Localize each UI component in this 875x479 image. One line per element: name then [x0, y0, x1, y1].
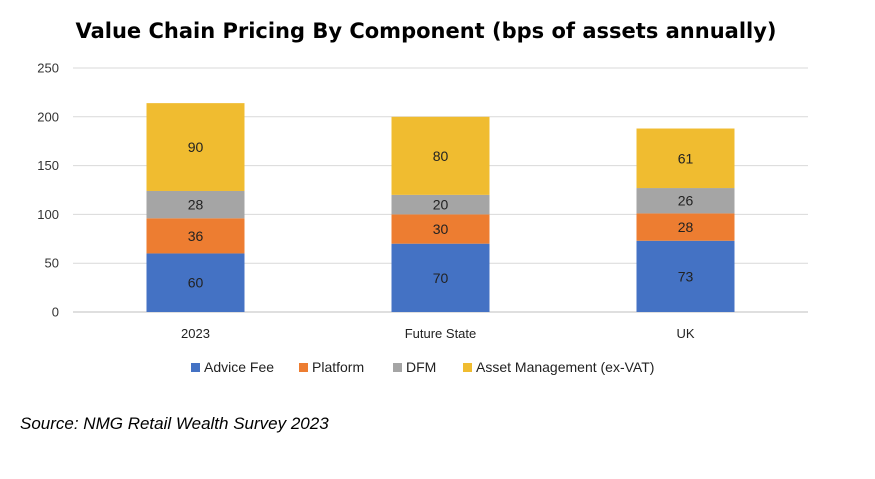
- data-label: 28: [188, 197, 204, 213]
- bar-segment: [391, 194, 490, 215]
- data-label: 80: [433, 148, 449, 164]
- y-tick-label: 200: [37, 109, 59, 124]
- bar-segment: [146, 103, 245, 191]
- y-tick-label: 250: [37, 61, 59, 76]
- data-label: 28: [678, 219, 694, 235]
- legend-label: DFM: [406, 359, 436, 375]
- legend: Advice Fee Platform DFM Asset Management (e…: [191, 359, 654, 375]
- y-tick-label: 150: [37, 158, 59, 173]
- data-label: 90: [188, 139, 204, 155]
- legend-label: Platform: [312, 359, 364, 375]
- legend-swatch: [463, 363, 472, 372]
- y-tick-label: 100: [37, 207, 59, 222]
- legend-swatch: [393, 363, 402, 372]
- bar-segment: [146, 218, 245, 254]
- data-label: 70: [433, 270, 449, 286]
- bar-segment: [636, 213, 735, 241]
- data-label: 60: [188, 275, 204, 291]
- legend-label: Advice Fee: [204, 359, 274, 375]
- y-axis-ticks: 0 50 100 150 200 250: [37, 61, 59, 320]
- bar-segment: [391, 116, 490, 195]
- legend-label: Asset Management (ex-VAT): [476, 359, 654, 375]
- data-label: 73: [678, 268, 694, 284]
- data-label: 26: [678, 193, 694, 209]
- source-note: Source: NMG Retail Wealth Survey 2023: [20, 414, 329, 433]
- data-label: 30: [433, 221, 449, 237]
- x-tick-label: 2023: [181, 326, 210, 341]
- x-tick-label: UK: [676, 326, 694, 341]
- chart-title: Value Chain Pricing By Component (bps of…: [75, 19, 776, 43]
- y-tick-label: 50: [45, 256, 59, 271]
- bar-segment: [391, 243, 490, 312]
- bar-segment: [146, 253, 245, 312]
- data-label: 20: [433, 197, 449, 213]
- legend-swatch: [191, 363, 200, 372]
- legend-swatch: [299, 363, 308, 372]
- bar-segment: [636, 240, 735, 312]
- data-label: 61: [678, 150, 694, 166]
- bar-segment: [636, 188, 735, 214]
- bars: 60 36 28 90 70 30 20 80 73 28 26 61: [146, 103, 735, 312]
- x-tick-label: Future State: [405, 326, 477, 341]
- bar-segment: [636, 128, 735, 189]
- bar-segment: [391, 214, 490, 244]
- x-axis-labels: 2023 Future State UK: [181, 326, 695, 341]
- y-tick-label: 0: [52, 305, 59, 320]
- bar-segment: [146, 190, 245, 219]
- data-label: 36: [188, 228, 204, 244]
